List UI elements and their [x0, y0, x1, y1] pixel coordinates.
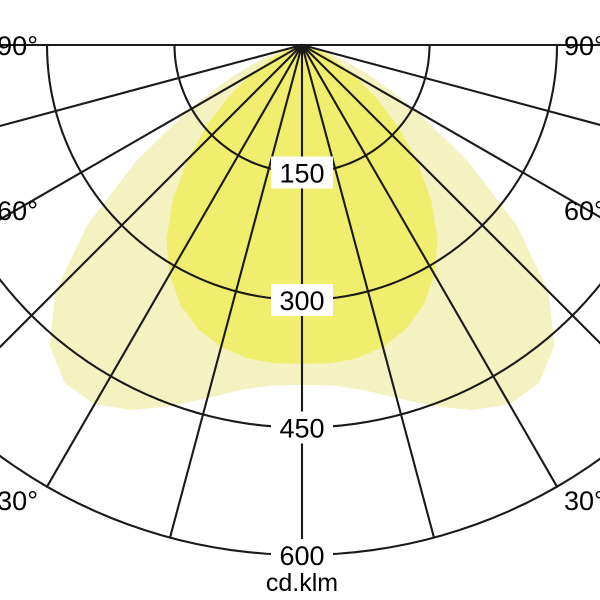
angle-label-right-60: 60° [564, 196, 600, 226]
grid-ray--75 [0, 43, 304, 128]
ring-label-halo [271, 411, 333, 444]
grid-ray--15 [168, 43, 304, 539]
angle-label-left-30: 30° [0, 486, 38, 516]
ring-label-halo [271, 284, 333, 316]
angle-label-left-60: 60° [0, 196, 38, 226]
angle-label-right-30: 30° [564, 486, 600, 516]
ring-label-halo [271, 539, 333, 571]
angle-axis-labels-group: 90° 60° 30° 90° 60° 30° [0, 31, 600, 516]
grid-ray-60 [300, 43, 600, 219]
angle-label-left-90: 90° [0, 31, 38, 61]
ring-label-600: 600 [279, 541, 324, 571]
unit-label: cd.klm [266, 569, 338, 597]
grid-ray--45 [0, 43, 304, 349]
angle-label-right-90: 90° [564, 31, 600, 61]
ring-label-450: 450 [279, 414, 324, 444]
grid-ray--60 [0, 43, 304, 221]
ring-value-labels-group: 150 300 450 600 [271, 156, 333, 571]
grid-ray-45 [300, 43, 600, 345]
grid-ray-75 [300, 43, 600, 126]
grid-ray--30 [45, 43, 304, 488]
ring-label-halo [271, 156, 333, 189]
grid-ray-15 [300, 43, 436, 539]
grid-ray-30 [300, 43, 559, 488]
ring-label-150: 150 [279, 159, 324, 189]
ring-label-300: 300 [279, 286, 324, 316]
